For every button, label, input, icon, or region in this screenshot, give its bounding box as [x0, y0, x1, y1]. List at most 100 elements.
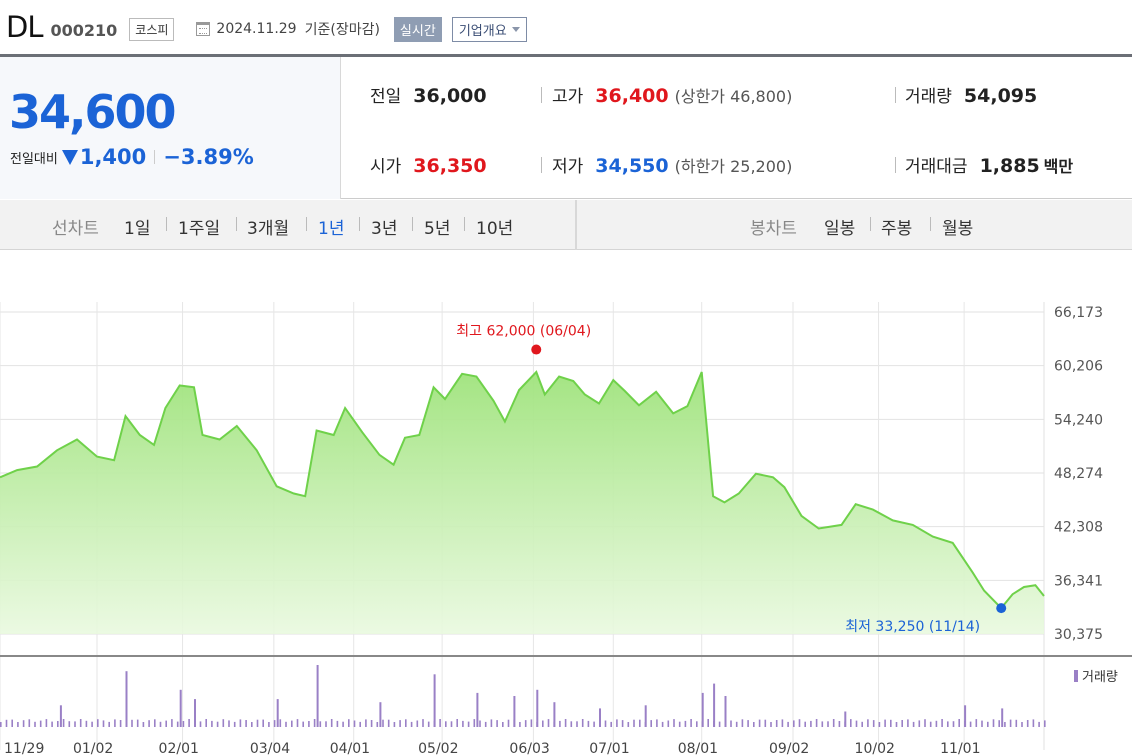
low-value: 34,550	[595, 155, 669, 177]
x-tick-label: 04/01	[330, 741, 370, 756]
volume-bar	[313, 719, 316, 727]
volume-bar	[365, 719, 367, 727]
volume-bar	[918, 720, 921, 727]
volume-bar	[650, 720, 652, 727]
volume-bar	[975, 719, 978, 727]
tab-1w[interactable]: 1주일	[178, 219, 221, 239]
volume-bar	[890, 719, 892, 727]
high-label: 고가	[552, 87, 584, 107]
volume-bar	[524, 720, 527, 727]
volume-bar	[1009, 719, 1012, 727]
y-tick-label: 36,341	[1054, 573, 1103, 589]
volume-bar	[171, 719, 173, 727]
quote-panel: 34,600 전일대비 1,400 −3.89% 전일 36,000 고가 36…	[0, 57, 1132, 199]
volume-legend-label: 거래량	[1082, 670, 1118, 685]
volume-bar	[821, 721, 824, 727]
volume-bar	[97, 719, 99, 727]
tab-1d[interactable]: 1일	[124, 219, 151, 239]
down-triangle-icon	[61, 149, 78, 165]
volume-bar	[696, 721, 698, 727]
turnover-unit: 백만	[1043, 157, 1074, 176]
tab-divider	[359, 217, 360, 231]
volume-bar	[450, 721, 453, 727]
volume-bar	[45, 719, 48, 727]
quote-separator	[895, 87, 896, 103]
volume-cell: 거래량 54,095	[905, 82, 1037, 107]
change-percent: −3.89%	[163, 145, 254, 169]
volume-bar	[57, 721, 59, 727]
price-chart[interactable]: 최고 62,000 (06/04) 최저 33,250 (11/14) 거래량 1…	[0, 250, 1132, 756]
volume-bar	[142, 722, 145, 727]
volume-bar	[342, 721, 344, 727]
y-tick-label: 66,173	[1054, 305, 1103, 321]
y-tick-label: 42,308	[1054, 520, 1103, 536]
turnover-label: 거래대금	[905, 157, 968, 177]
volume-bar	[285, 721, 287, 727]
volume-bar	[188, 719, 190, 727]
volume-label: 거래량	[905, 87, 952, 107]
volume-bar	[433, 674, 436, 727]
volume-bar	[256, 719, 259, 727]
volume-bar	[827, 721, 829, 727]
low-marker	[996, 603, 1007, 614]
volume-bar	[998, 720, 1000, 727]
stock-code: 000210	[50, 20, 118, 40]
volume-bar	[912, 721, 915, 727]
volume-bar	[735, 721, 738, 727]
volume-bar	[427, 721, 430, 727]
tab-3m[interactable]: 3개월	[247, 219, 290, 239]
volume-bar	[542, 720, 544, 727]
volume-bar	[410, 721, 413, 727]
volume-bar	[79, 719, 82, 727]
volume-bar	[753, 722, 755, 727]
volume-bar	[316, 665, 319, 727]
volume-bar	[621, 720, 624, 727]
current-price: 34,600	[9, 85, 177, 139]
tab-divider	[412, 217, 413, 231]
x-tick-label: 06/03	[509, 741, 549, 756]
tab-1y[interactable]: 1년	[318, 219, 345, 239]
high-cell: 고가 36,400 (상한가 46,800)	[552, 82, 792, 107]
x-tick-label: 03/04	[250, 741, 290, 756]
volume-bar	[199, 721, 202, 727]
volume-bar	[422, 719, 424, 727]
volume-bar	[222, 719, 225, 727]
tab-daily[interactable]: 일봉	[824, 219, 856, 239]
tab-3y[interactable]: 3년	[371, 219, 398, 239]
y-tick-label: 54,240	[1054, 412, 1103, 428]
volume-bar	[832, 719, 835, 727]
volume-bar	[1038, 721, 1040, 727]
tab-10y[interactable]: 10년	[476, 219, 514, 239]
volume-bar	[633, 719, 635, 727]
volume-bar	[1001, 708, 1004, 727]
header-divider	[0, 54, 1132, 57]
tab-monthly[interactable]: 월봉	[942, 219, 974, 239]
volume-bar	[627, 722, 630, 727]
volume-bar	[941, 719, 943, 727]
realtime-button[interactable]: 실시간	[393, 16, 442, 42]
volume-bar	[239, 719, 242, 727]
volume-bar	[251, 722, 253, 727]
low-label: 저가	[552, 157, 584, 177]
volume-bar	[216, 721, 219, 727]
company-overview-dropdown[interactable]: 기업개요	[451, 16, 527, 42]
volume-bar	[878, 722, 881, 727]
volume-bar	[513, 696, 516, 727]
volume-bar	[530, 719, 533, 727]
volume-bar	[273, 720, 276, 727]
tab-5y[interactable]: 5년	[424, 219, 451, 239]
volume-bar	[1026, 720, 1029, 727]
volume-bar	[376, 722, 379, 727]
volume-bar	[804, 721, 806, 727]
change-amount: 1,400	[79, 145, 147, 169]
tab-divider	[306, 217, 307, 231]
chevron-down-icon	[511, 26, 520, 32]
volume-bar	[758, 719, 761, 727]
quote-separator	[895, 157, 896, 173]
volume-bar	[439, 719, 441, 727]
volume-bar	[547, 719, 550, 727]
volume-bar	[416, 720, 419, 727]
tab-weekly[interactable]: 주봉	[881, 219, 913, 239]
volume-bar	[370, 720, 373, 727]
calendar-icon	[196, 22, 211, 36]
